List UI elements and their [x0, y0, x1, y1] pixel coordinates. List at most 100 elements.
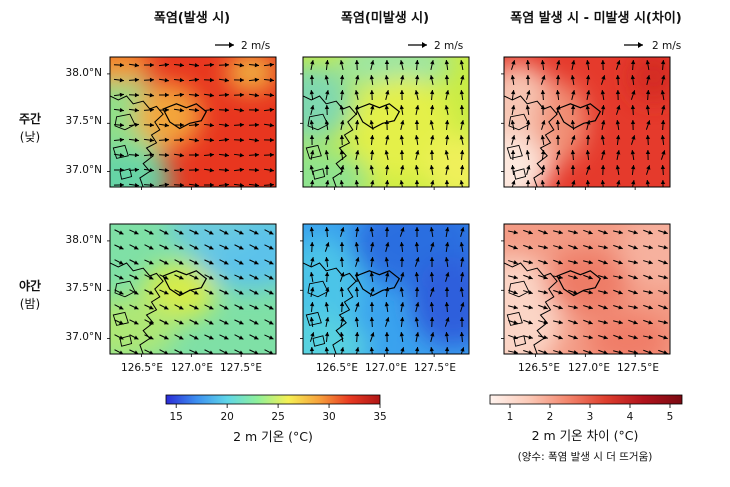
colorbar-difference-note: (양수: 폭염 발생 시 더 뜨거움) — [518, 451, 653, 463]
wind-arrow-head — [310, 257, 315, 262]
wind-arrow-head — [209, 77, 214, 83]
wind-arrow-head — [118, 335, 124, 340]
lat-tick-bottom-1: 38.0°N — [66, 234, 102, 246]
temperature-patch — [545, 250, 629, 315]
wind-arrow-head — [223, 275, 229, 280]
temperature-patch — [110, 148, 172, 187]
wind-arrow-head — [178, 260, 184, 265]
wind-arrow-head — [543, 320, 548, 325]
wind-arrow-head — [118, 290, 124, 295]
wind-arrow-head — [324, 75, 329, 80]
wind-arrow-head — [525, 180, 531, 185]
wind-arrow-head — [525, 150, 531, 155]
wind-arrow-head — [543, 230, 548, 235]
wind-arrow-head — [526, 135, 531, 140]
wind-arrow-head — [586, 165, 591, 170]
wind-arrow-head — [528, 230, 533, 235]
lon-tick-c2-1: 126.5°E — [316, 362, 358, 374]
wind-arrow-head — [399, 60, 404, 65]
wind-arrow-head — [648, 335, 653, 340]
wind-arrow-head — [618, 230, 623, 235]
wind-arrow-head — [119, 167, 124, 173]
wind-arrow-head — [571, 135, 576, 140]
wind-arrow-head — [555, 165, 561, 170]
wind-arrow-head — [570, 75, 575, 80]
wind-arrow-head — [528, 320, 533, 325]
wind-arrow-head — [133, 260, 139, 265]
colorbar-tick-label: 15 — [170, 411, 183, 423]
wind-arrow-head — [648, 350, 653, 354]
wind-arrow-head — [254, 107, 259, 113]
row-label-night-sub: (밤) — [20, 297, 40, 311]
wind-arrow-head — [339, 302, 345, 307]
wind-arrow-head — [510, 90, 516, 95]
temperature-patch — [628, 57, 670, 103]
wind-arrow-head — [354, 180, 360, 185]
wind-arrow-head — [510, 75, 516, 80]
temperature-patch — [226, 57, 276, 93]
wind-arrow-head — [148, 230, 154, 235]
wind-arrow-head — [194, 137, 199, 143]
wind-arrow-head — [178, 320, 184, 325]
wind-arrow-head — [324, 60, 330, 65]
wind-arrow-head — [194, 350, 199, 354]
wind-arrow-head — [224, 152, 229, 158]
wind-arrow-head — [193, 230, 199, 235]
wind-arrow-head — [646, 165, 651, 170]
wind-arrow-head — [354, 317, 360, 322]
map-panel-night-2 — [300, 223, 470, 357]
wind-arrow-head — [238, 290, 244, 295]
wind-arrow-head — [558, 305, 563, 310]
wind-arrow-head — [648, 290, 653, 295]
wind-arrow-head — [238, 305, 244, 310]
wind-arrow-head — [148, 335, 154, 340]
wind-arrow-head — [556, 150, 561, 155]
wind-arrow-head — [325, 90, 330, 95]
wind-arrow-head — [224, 122, 229, 128]
wind-arrow-head — [630, 150, 636, 155]
wind-arrow-head — [603, 305, 608, 310]
wind-arrow-head — [541, 120, 546, 125]
wind-arrow-head — [660, 165, 666, 170]
colorbar-tick-label: 1 — [507, 411, 514, 423]
wind-arrow-head — [269, 77, 274, 83]
wind-arrow-head — [573, 275, 578, 280]
wind-arrow-head — [603, 275, 608, 280]
seoul-boundary — [556, 103, 602, 130]
wind-arrow-head — [369, 257, 375, 262]
wind-arrow-head — [339, 60, 344, 65]
wind-arrow-head — [339, 242, 345, 247]
wind-arrow-head — [445, 165, 450, 170]
wind-arrow-head — [414, 287, 420, 292]
wind-arrow-head — [269, 137, 274, 143]
wind-arrow-head — [429, 165, 435, 170]
wind-arrow-head — [615, 90, 621, 95]
colorbar-tick-label: 4 — [627, 411, 634, 423]
wind-arrow-head — [600, 180, 606, 185]
wind-arrow-head — [149, 137, 154, 143]
wind-arrow-head — [601, 120, 606, 125]
wind-vectors — [113, 62, 275, 187]
wind-arrow-head — [555, 75, 561, 80]
wind-arrow-head — [254, 62, 259, 68]
wind-arrow-head — [253, 260, 259, 265]
wind-arrow-head — [571, 180, 576, 185]
coastline — [110, 262, 164, 354]
panel-frame — [302, 56, 470, 188]
lon-tick-c1-2: 127.0°E — [171, 362, 213, 374]
wind-arrow-head — [459, 60, 464, 65]
wind-arrow-head — [460, 120, 465, 125]
wind-arrow-head — [459, 332, 465, 337]
wind-arrow-head — [370, 60, 375, 65]
wind-arrow-head — [415, 257, 420, 262]
wind-arrow-head — [540, 60, 546, 65]
wind-arrow-head — [133, 245, 139, 250]
seoul-boundary — [355, 270, 401, 297]
wind-arrow-head — [269, 350, 274, 354]
wind-arrow-head — [588, 290, 593, 295]
wind-arrow-head — [660, 60, 666, 65]
wind-arrow-head — [570, 165, 576, 170]
wind-arrow-head — [543, 275, 548, 280]
wind-arrow-head — [415, 105, 420, 110]
